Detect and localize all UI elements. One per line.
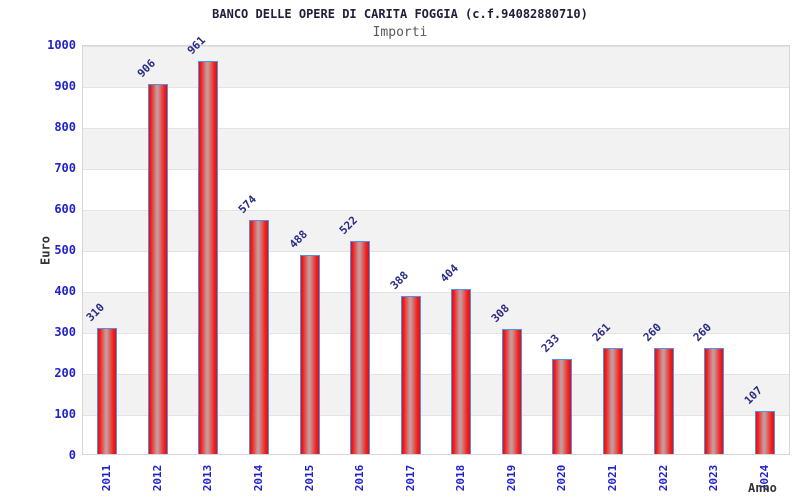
x-tick-label-2021: 2021 [606, 464, 619, 492]
x-tick-label-2012: 2012 [150, 464, 164, 492]
y-tick-label: 100 [54, 407, 76, 421]
y-tick-label: 800 [54, 120, 76, 134]
bar-2016[interactable] [350, 240, 371, 454]
x-tick-label-2017: 2017 [403, 464, 417, 492]
y-tick-label: 500 [54, 243, 76, 257]
x-tick-label-2019: 2019 [504, 464, 518, 492]
x-axis-title: Anno [748, 481, 777, 495]
bar-2015[interactable] [299, 254, 320, 454]
x-tick-label-2016: 2016 [353, 464, 367, 492]
bar-2018[interactable] [451, 289, 472, 454]
x-tick-label-2011: 2011 [100, 464, 114, 492]
x-tick-label-2023: 2023 [707, 464, 721, 492]
x-tick-label-2018: 2018 [454, 464, 468, 492]
bar-2017[interactable] [400, 295, 421, 454]
chart-subtitle: Importi [372, 25, 428, 40]
y-tick-label: 900 [54, 79, 76, 93]
y-tick-label: 600 [54, 202, 76, 216]
chart-title: BANCO DELLE OPERE DI CARITA FOGGIA (c.f.… [212, 7, 588, 21]
x-tick-label-2022: 2022 [656, 464, 670, 492]
y-tick-label: 1000 [47, 38, 76, 52]
x-tick-label-2014: 2014 [252, 464, 265, 492]
bar-2024[interactable] [754, 411, 775, 454]
bar-2023[interactable] [704, 348, 725, 454]
x-tick-label-2015: 2015 [302, 464, 316, 492]
y-tick-label: 700 [54, 161, 76, 175]
bar-2020[interactable] [552, 359, 573, 454]
y-tick-label: 0 [68, 448, 76, 462]
x-tick-label-2013: 2013 [201, 464, 215, 492]
y-tick-label: 400 [54, 284, 76, 298]
plot-area [82, 45, 790, 455]
y-tick-label: 300 [54, 325, 76, 339]
bar-2021[interactable] [603, 347, 623, 454]
bar-2022[interactable] [653, 348, 674, 454]
bar-2011[interactable] [97, 327, 118, 454]
x-tick-label-2020: 2020 [555, 464, 569, 492]
bar-2014[interactable] [249, 219, 269, 454]
bar-2013[interactable] [198, 60, 219, 454]
y-tick-label: 200 [54, 366, 76, 380]
bar-2012[interactable] [147, 83, 168, 454]
bar-2019[interactable] [501, 328, 522, 454]
y-axis-title: Euro [38, 236, 53, 265]
